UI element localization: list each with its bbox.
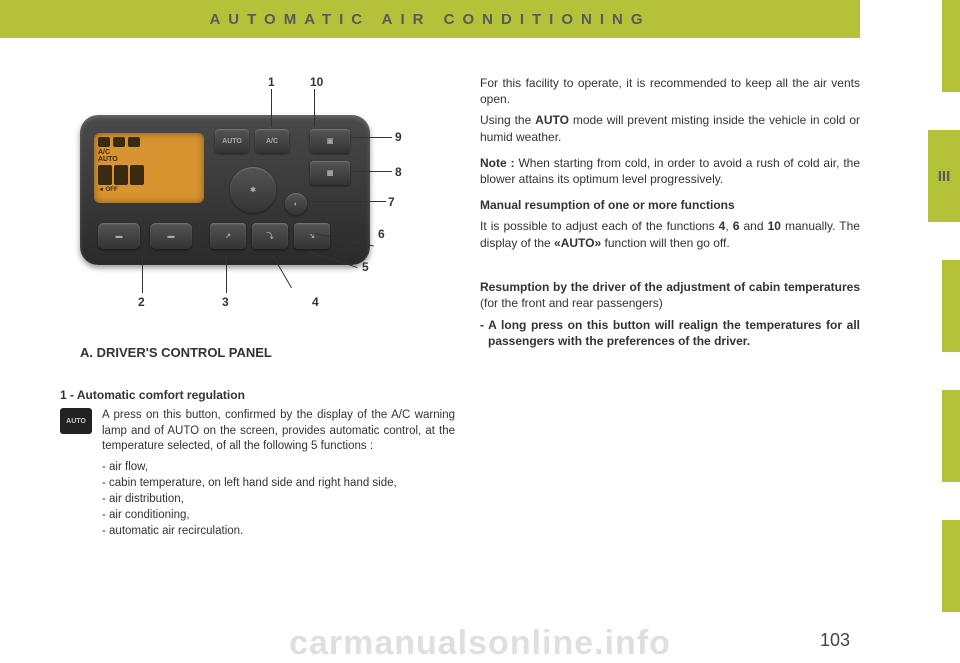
left-column: A/C AUTO ◄ OFF AUTO A/C ▣ ▦: [60, 55, 455, 539]
bullet-item: - air distribution,: [110, 491, 455, 507]
temp-down-button: ▬: [98, 223, 140, 249]
side-tab: [942, 520, 960, 612]
subsection-title: 1 - Automatic comfort regulation: [60, 388, 455, 402]
panel-title: A. DRIVER'S CONTROL PANEL: [80, 345, 455, 360]
paragraph: For this facility to operate, it is reco…: [480, 75, 860, 107]
side-tab: [942, 260, 960, 352]
callout-1: 1: [268, 75, 275, 89]
lcd-ac: A/C: [98, 149, 110, 156]
callout-9: 9: [395, 130, 402, 144]
resume-bullet: - A long press on this button will reali…: [480, 317, 860, 349]
auto-button: AUTO: [215, 129, 249, 153]
recirc-button: ◐: [285, 193, 307, 215]
mode-button-2: ⤵: [252, 223, 288, 249]
header-title: AUTOMATIC AIR CONDITIONING: [209, 11, 650, 28]
paragraph: Using the AUTO mode will prevent misting…: [480, 112, 860, 144]
page-header: AUTOMATIC AIR CONDITIONING: [0, 0, 860, 38]
control-panel-diagram: A/C AUTO ◄ OFF AUTO A/C ▣ ▦: [60, 55, 455, 335]
manual-paragraph: It is possible to adjust each of the fun…: [480, 218, 860, 250]
side-tab: [942, 390, 960, 482]
callout-7: 7: [388, 195, 395, 209]
right-column: For this facility to operate, it is reco…: [480, 75, 860, 354]
fan-dial: ✱: [230, 167, 276, 213]
lcd-screen: A/C AUTO ◄ OFF: [94, 133, 204, 203]
control-panel-graphic: A/C AUTO ◄ OFF AUTO A/C ▣ ▦: [80, 115, 370, 265]
callout-4: 4: [312, 295, 319, 309]
resume-title: Resumption by the driver of the adjustme…: [480, 279, 860, 311]
page-number: 103: [820, 630, 850, 651]
callout-3: 3: [222, 295, 229, 309]
side-tab-label: III: [938, 168, 951, 185]
manual-title: Manual resumption of one or more functio…: [480, 197, 860, 213]
leader-line: [352, 137, 392, 138]
note-paragraph: Note : When starting from cold, in order…: [480, 155, 860, 187]
defrost-rear-button: ▦: [310, 161, 350, 185]
temp-up-button: ▬: [150, 223, 192, 249]
leader-line: [314, 89, 315, 127]
lcd-auto: AUTO: [98, 156, 118, 163]
leader-line: [308, 201, 386, 202]
leader-line: [142, 255, 143, 293]
side-tab: [942, 0, 960, 92]
bullet-item: - cabin temperature, on left hand side a…: [110, 475, 455, 491]
callout-5: 5: [362, 260, 369, 274]
callout-8: 8: [395, 165, 402, 179]
bullet-item: - air conditioning,: [110, 507, 455, 523]
side-tab-active: III: [928, 130, 960, 222]
callout-2: 2: [138, 295, 145, 309]
bullet-item: - automatic air recirculation.: [110, 523, 455, 539]
callout-10: 10: [310, 75, 323, 89]
body-paragraph: A press on this button, confirmed by the…: [102, 408, 455, 455]
ac-button: A/C: [255, 129, 289, 153]
callout-6: 6: [378, 227, 385, 241]
content-area: A/C AUTO ◄ OFF AUTO A/C ▣ ▦: [60, 55, 860, 645]
leader-line: [271, 89, 272, 127]
mode-button-1: ↗: [210, 223, 246, 249]
auto-icon: AUTO: [60, 408, 92, 434]
leader-line: [352, 171, 392, 172]
page: AUTOMATIC AIR CONDITIONING III A/C AUTO: [0, 0, 960, 663]
defrost-front-button: ▣: [310, 129, 350, 153]
bullet-item: - air flow,: [110, 459, 455, 475]
leader-line: [226, 255, 227, 293]
lcd-off: OFF: [106, 187, 118, 193]
side-tabs: III: [860, 0, 960, 663]
